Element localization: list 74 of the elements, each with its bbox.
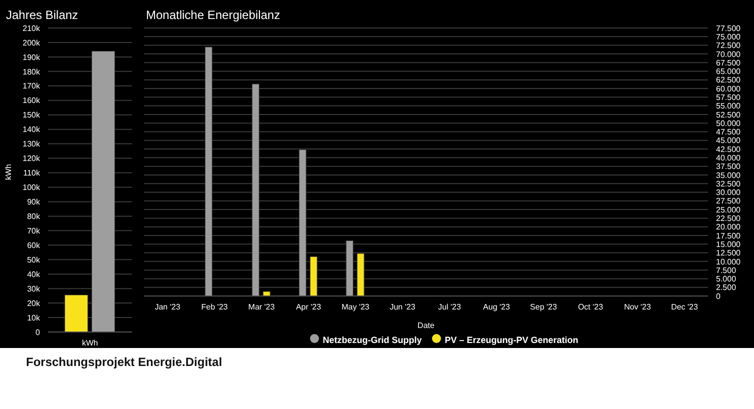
y-tick-label: 160k [22,96,41,106]
y-tick-label: 55.000 [716,102,742,111]
y-tick-label: 12.500 [716,248,742,258]
x-tick-label: Sep '23 [530,302,558,312]
chart-title: Jahres Bilanz [6,8,78,22]
y-tick-label: 50k [27,255,41,264]
y-tick-label: 70.000 [716,50,742,59]
y-tick-label: 5.000 [716,274,737,284]
chart-title: Monatliche Energiebilanz [146,8,280,22]
y-tick-label: 67.500 [716,58,742,68]
y-tick-label: 110k [23,168,41,178]
x-tick-label: Mar '23 [248,302,276,312]
y-tick-label: 27.500 [716,196,742,206]
y-tick-label: 77.500 [716,24,742,33]
y-tick-label: 210k [22,24,41,33]
y-tick-label: 45.000 [716,136,742,146]
y-tick-label: 2.500 [716,283,737,292]
y-axis-title: kWh [4,164,13,180]
y-tick-label: 90k [27,198,41,207]
x-tick-label: Jun '23 [390,302,416,312]
y-tick-label: 100k [22,183,41,192]
x-tick-label: Feb '23 [201,302,228,312]
bar [262,291,270,296]
y-tick-label: 60k [27,240,41,250]
y-tick-label: 140k [22,125,41,134]
y-tick-label: 52.500 [716,110,742,120]
y-tick-label: 75.000 [716,32,742,42]
y-tick-label: 7.500 [716,266,737,275]
y-tick-label: 30.000 [716,188,742,198]
y-tick-label: 17.500 [716,231,742,240]
y-tick-label: 22.500 [716,214,742,224]
x-tick-label: Jan '23 [154,302,181,312]
x-tick-label: Jul '23 [438,302,462,312]
x-axis-title: Date [418,321,435,330]
y-tick-label: 200k [22,38,41,48]
x-tick-label: May '23 [342,302,370,312]
y-tick-label: 0 [716,292,721,301]
y-tick-label: 42.500 [716,144,742,154]
y-tick-label: 170k [22,82,41,91]
legend-label: PV – Erzeugung-PV Generation [444,335,578,345]
y-tick-label: 15.000 [716,240,742,249]
y-tick-label: 30k [27,284,41,294]
y-tick-label: 120k [22,154,41,164]
y-tick-label: 80k [27,212,41,222]
y-tick-label: 0 [36,328,41,337]
y-tick-label: 130k [22,140,41,149]
y-tick-label: 40.000 [716,154,742,163]
text: Forschungsprojekt Energie.Digital [26,355,222,369]
y-tick-label: 25.000 [716,205,742,214]
legend-label: Netzbezug-Grid Supply [322,335,422,345]
y-tick-label: 32.500 [716,179,742,188]
y-tick-label: 150k [22,110,41,120]
y-tick-label: 20k [27,298,41,308]
y-tick-label: 50.000 [716,118,742,128]
y-tick-label: 35.000 [716,170,742,180]
y-tick-label: 60.000 [716,84,742,94]
y-tick-label: 70k [27,226,41,236]
y-tick-label: 65.000 [716,67,742,76]
x-tick-label: Dec '23 [671,302,698,312]
x-tick-label: Nov '23 [624,302,652,312]
x-tick-label: Apr '23 [296,302,322,312]
y-tick-label: 10k [27,313,41,322]
y-tick-label: 62.500 [716,76,742,85]
y-tick-label: 57.500 [716,93,742,102]
y-tick-label: 40k [27,270,41,279]
y-tick-label: 10.000 [716,257,742,266]
y-tick-label: 180k [22,67,41,76]
y-tick-label: 72.500 [716,41,742,50]
x-tick-label: Oct '23 [578,302,604,312]
y-tick-label: 47.500 [716,128,742,137]
x-tick-label: Aug '23 [483,302,510,312]
y-tick-label: 190k [22,52,41,62]
y-tick-label: 37.500 [716,162,742,172]
y-tick-label: 20.000 [716,222,742,232]
